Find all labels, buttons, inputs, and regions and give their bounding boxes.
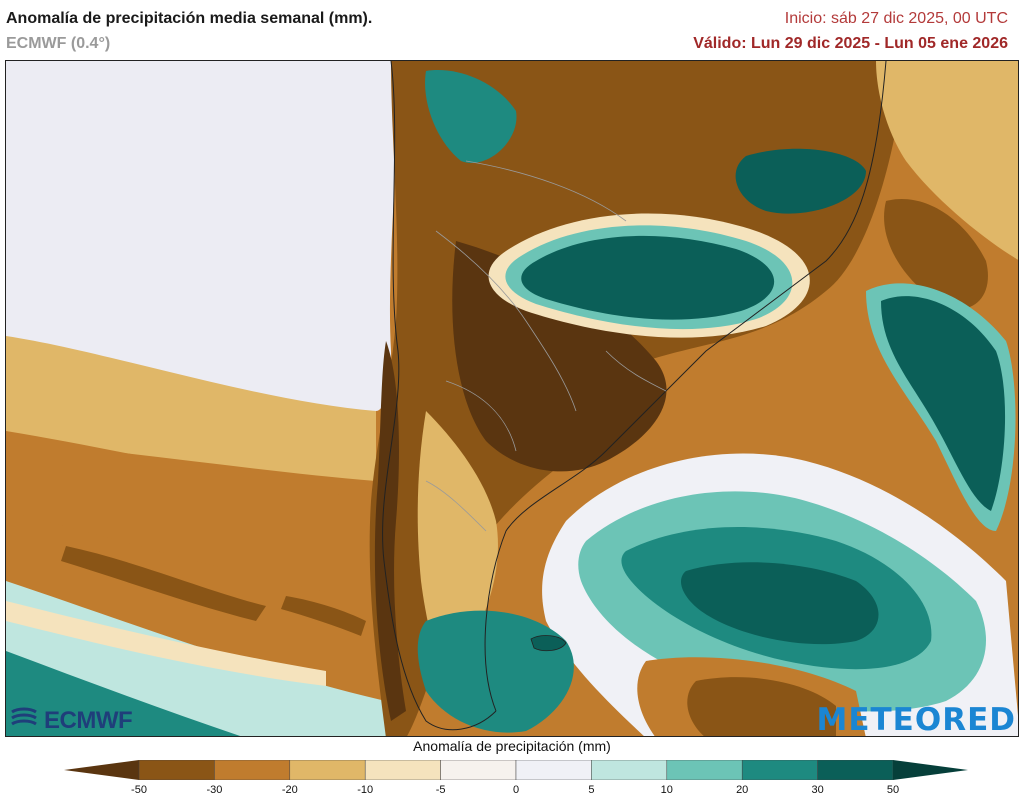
init-time: Inicio: sáb 27 dic 2025, 00 UTC: [784, 10, 1008, 27]
south-atlantic-wet-core: [681, 562, 879, 645]
pacific-transition-band: [6, 601, 326, 686]
colorbar-box: [515, 760, 592, 780]
colorbar-tick-label: 5: [588, 784, 595, 796]
colorbar-tick-label: 50: [886, 784, 900, 796]
colorbar: [64, 760, 968, 780]
precipitation-anomaly-map[interactable]: [5, 60, 1019, 737]
continent-dry-field: [369, 61, 906, 736]
colorbar-tick-label: 10: [660, 784, 673, 796]
colorbar-box: [214, 760, 291, 780]
border-line-5: [425, 480, 487, 532]
ecmwf-logo: ECMWF: [8, 706, 133, 737]
colorbar-box: [364, 760, 441, 780]
country-borders: [382, 61, 887, 731]
border-line-3: [445, 380, 517, 452]
wet-band-core: [521, 235, 775, 320]
south-dry-core: [687, 677, 836, 736]
atlantic-ne-dry: [876, 61, 1018, 260]
atlantic-ne-dry-core: [884, 199, 988, 309]
chile-coast-dry-strip: [374, 341, 406, 721]
colorbar-box: [741, 760, 818, 780]
colorbar-tick-label: -30: [206, 784, 223, 796]
border-line-2: [465, 160, 627, 222]
colorbar-tick-label: -50: [131, 784, 147, 796]
meteored-logo: METEORED: [816, 702, 1016, 738]
colorbar-tick-label: -5: [435, 784, 446, 796]
map-title: Anomalía de precipitación media semanal …: [6, 10, 373, 27]
ecmwf-logo-text: ECMWF: [44, 707, 133, 734]
colorbar-label: Anomalía de precipitación (mm): [413, 738, 611, 754]
border-line-1: [435, 230, 577, 412]
pacific-dry-streak-2: [281, 596, 366, 636]
atlantic-coastline: [484, 61, 887, 712]
colorbar-box: [440, 760, 517, 780]
colorbar-tick-label: -20: [281, 784, 298, 796]
model-label: ECMWF (0.4°): [6, 35, 111, 52]
colorbar-tick-label: 20: [736, 784, 749, 796]
colorbar-box: [666, 760, 743, 780]
border-line-4: [605, 350, 667, 392]
pacific-coastline: [382, 61, 497, 731]
colorbar-box: [817, 760, 894, 780]
admin-borders: [425, 160, 667, 532]
atlantic-east-wet-core: [881, 296, 1006, 511]
falkland-islands: [530, 635, 567, 652]
southwest-wet-core: [6, 651, 241, 736]
map-canvas: [6, 61, 1018, 736]
colorbar-box: [591, 760, 668, 780]
colorbar-arrow-left: [64, 760, 139, 780]
andes-north-wet-cell: [425, 70, 517, 163]
pacific-dry-streak-1: [61, 546, 266, 621]
colorbar-arrow-right: [893, 760, 968, 780]
ecmwf-logo-icon: [8, 706, 40, 737]
northeast-wet-cell: [735, 148, 866, 214]
valid-period: Válido: Lun 29 dic 2025 - Lun 05 ene 202…: [693, 35, 1008, 52]
pacific-dry-band: [6, 431, 376, 601]
pacific-light-dry-band: [6, 331, 376, 481]
colorbar-tick-label: 30: [811, 784, 824, 796]
colorbar-tick-label: -10: [357, 784, 374, 796]
colorbar-tick-label: 0: [512, 784, 520, 796]
colorbar-box: [289, 760, 366, 780]
northwest-masked-area: [6, 61, 398, 411]
colorbar-box: [138, 760, 215, 780]
